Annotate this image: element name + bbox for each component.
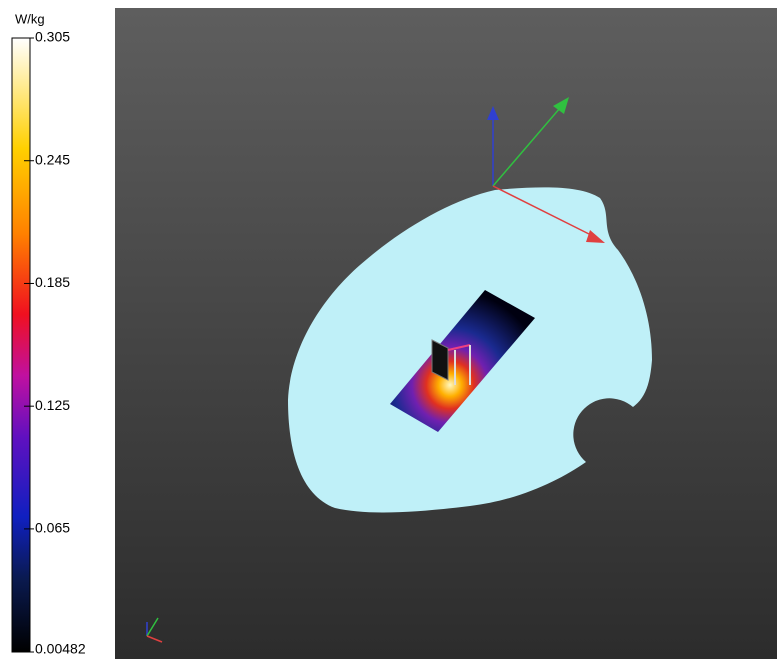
tick-label: 0.125 — [35, 397, 70, 413]
tick-label: 0.305 — [35, 29, 70, 45]
axes — [487, 97, 605, 243]
tick-label: 0.185 — [35, 274, 70, 290]
tick-label: 0.00482 — [35, 641, 86, 657]
tick-label: 0.065 — [35, 520, 70, 536]
mini-triad — [146, 617, 163, 643]
device — [431, 339, 471, 385]
sar-plane — [390, 290, 535, 432]
colorbar-unit: W/kg — [15, 11, 45, 26]
colorbar — [11, 37, 31, 653]
tick-label: 0.245 — [35, 151, 70, 167]
